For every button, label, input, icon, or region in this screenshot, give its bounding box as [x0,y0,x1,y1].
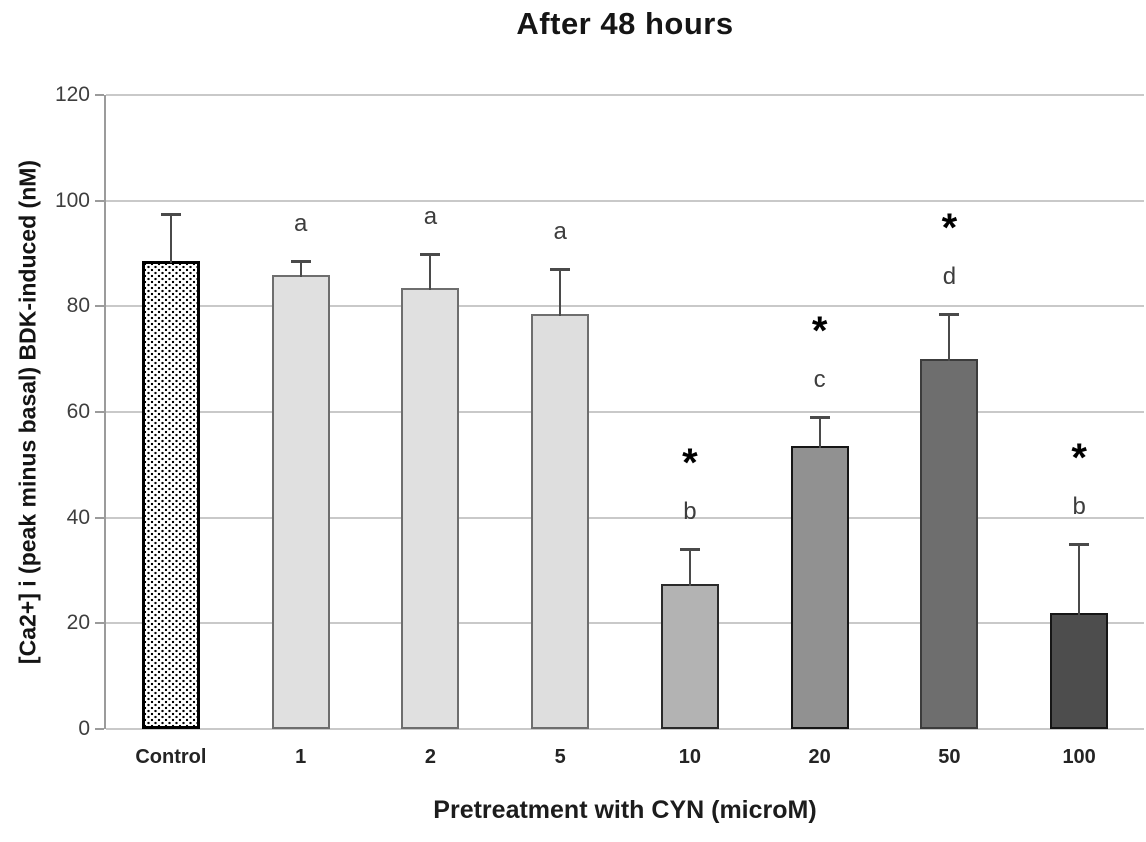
x-tick-label: 2 [424,746,436,768]
annotation-star: * [1071,436,1087,481]
error-bar-line [948,314,951,362]
bar-20 [790,446,849,729]
error-bar-line [429,253,432,290]
y-axis-tick [95,411,104,413]
y-tick-label: 60 [66,400,90,423]
y-tick-label: 100 [54,188,90,212]
annotation-letter: b [1072,493,1086,521]
y-axis-tick [95,728,104,730]
error-bar-cap [550,268,571,272]
error-bar-cap [420,252,441,256]
annotation-letter: b [683,498,697,526]
annotation-star: * [811,309,828,354]
y-axis-tick [95,94,104,96]
bar-5 [531,314,590,729]
gridline-20 [106,622,1144,625]
plot-area: 0 20 40 60 80 100 120 Control a 1 a 2 a 5 b * 10 c * 20 d * 50… [55,83,1144,768]
x-tick-label: Control [135,746,207,768]
bar-50 [920,359,979,729]
y-tick-label: 80 [66,294,90,318]
error-bar-line [688,549,691,586]
error-bar-cap [939,313,960,317]
y-tick-label: 40 [66,505,90,529]
x-tick-label: 50 [938,746,961,768]
annotation-letter: c [813,366,826,394]
annotation-star: * [682,441,698,486]
chart-title: After 48 hours [516,6,734,41]
gridline-0 [106,728,1144,730]
x-tick-label: 10 [678,746,701,768]
x-tick-label: 100 [1062,746,1096,768]
y-tick-label: 20 [66,611,90,635]
gridline-40 [106,516,1144,519]
y-tick-label: 120 [54,83,90,106]
error-bar-line [169,213,172,264]
y-axis-tick [95,305,104,308]
x-tick-label: 5 [554,746,566,768]
bar-control [141,261,200,729]
y-axis-tick [95,622,104,625]
x-axis-title: Pretreatment with CYN (microM) [433,796,817,824]
y-axis-line [104,95,106,729]
error-bar-cap [290,260,311,264]
annotation-letter: a [553,218,567,246]
gridline-80 [106,305,1144,308]
error-bar-cap [809,416,830,420]
bar-10 [660,583,719,729]
annotation-letter: d [942,263,957,291]
y-axis-tick [95,516,104,519]
y-tick-label: 0 [78,717,90,740]
error-bar-line [559,269,562,317]
error-bar-line [1078,544,1081,615]
x-tick-label: 1 [295,746,307,768]
error-bar-cap [679,548,700,552]
gridline-120 [106,94,1144,96]
y-axis-title: [Ca2+] i (peak minus basal) BDK-induced … [14,159,41,665]
bar-1 [271,274,330,729]
bar-2 [401,287,460,729]
gridline-100 [106,199,1144,202]
error-bar-cap [160,212,181,216]
x-tick-label: 20 [808,746,831,768]
error-bar-line [818,417,821,449]
gridline-60 [106,411,1144,413]
error-bar-cap [1069,543,1090,547]
bar-100 [1050,612,1109,729]
error-bar-line [299,261,302,277]
annotation-letter: a [293,210,308,238]
annotation-letter: a [423,202,438,230]
y-axis-tick [95,199,104,202]
annotation-star: * [941,206,958,251]
